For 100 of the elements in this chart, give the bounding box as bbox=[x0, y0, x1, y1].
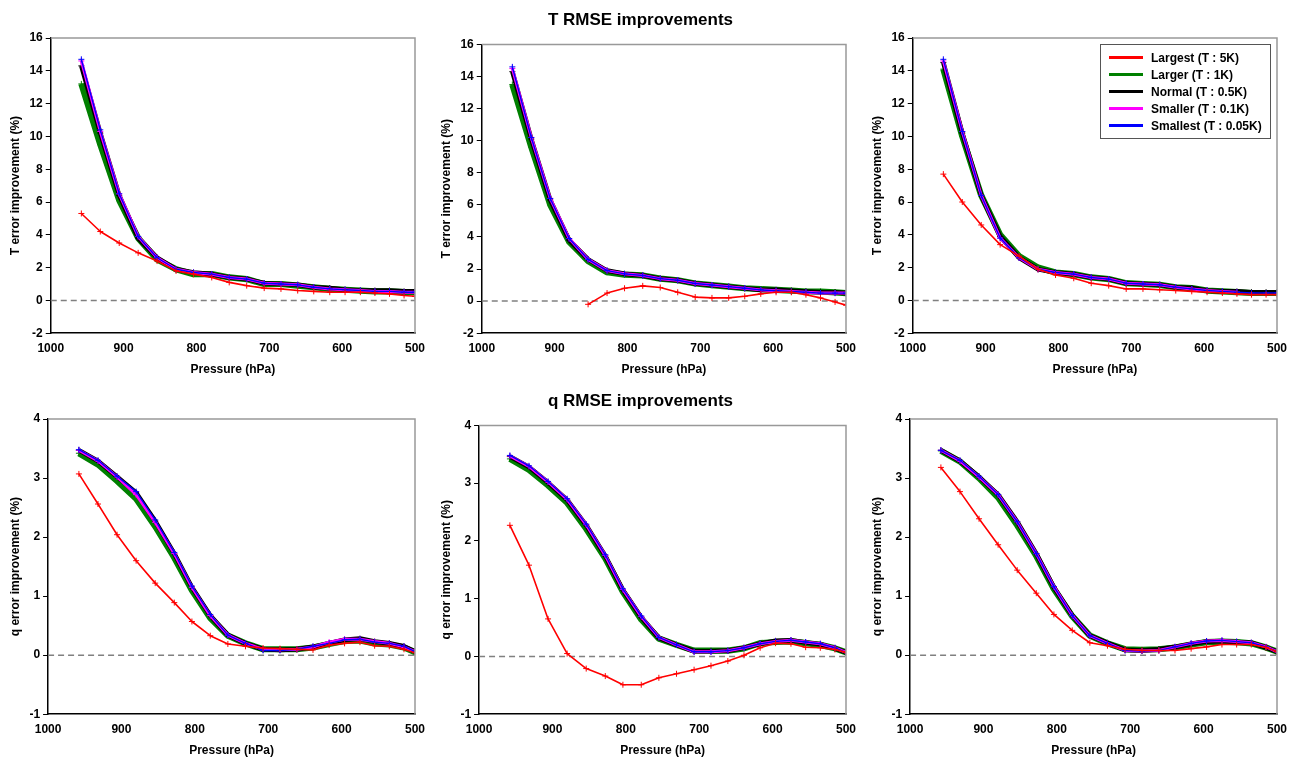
y-tick-label: 4 bbox=[33, 411, 41, 426]
y-tick-label: 3 bbox=[33, 470, 41, 485]
x-tick-label: 1000 bbox=[465, 721, 493, 736]
y-tick-label: 4 bbox=[467, 229, 475, 244]
x-tick-label: 900 bbox=[544, 340, 565, 355]
x-tick-label: 800 bbox=[186, 340, 207, 355]
y-tick-label: 10 bbox=[29, 128, 44, 143]
y-tick-label: 2 bbox=[36, 259, 44, 274]
y-tick-label: 8 bbox=[898, 161, 906, 176]
x-tick-label: 700 bbox=[1120, 721, 1141, 736]
y-tick-label: 8 bbox=[36, 161, 44, 176]
legend-label: Largest (T : 5K) bbox=[1151, 50, 1240, 65]
legend-label: Smallest (T : 0.05K) bbox=[1151, 118, 1262, 133]
x-axis-title: Pressure (hPa) bbox=[620, 743, 705, 758]
x-tick-label: 700 bbox=[258, 721, 279, 736]
y-tick-label: 1 bbox=[895, 588, 903, 603]
y-tick-label: 14 bbox=[891, 63, 906, 78]
x-tick-label: 800 bbox=[615, 721, 637, 736]
x-tick-label: 800 bbox=[1046, 721, 1068, 736]
y-axis-title: T error improvement (%) bbox=[7, 115, 22, 256]
y-tick-label: 16 bbox=[460, 36, 475, 51]
x-tick-label: 800 bbox=[1048, 340, 1069, 355]
y-axis-title: q error improvement (%) bbox=[438, 500, 453, 640]
y-axis-title: q error improvement (%) bbox=[7, 496, 22, 637]
x-tick-label: 1000 bbox=[896, 721, 924, 736]
x-tick-label: 700 bbox=[690, 340, 711, 355]
y-tick-label: 2 bbox=[33, 529, 41, 544]
y-tick-label: 2 bbox=[898, 259, 906, 274]
y-axis-title: T error improvement (%) bbox=[869, 115, 884, 256]
x-tick-label: 900 bbox=[973, 721, 994, 736]
y-tick-label: 14 bbox=[460, 68, 475, 83]
y-tick-label: 2 bbox=[464, 533, 472, 548]
y-tick-label: 0 bbox=[33, 647, 41, 662]
y-tick-label: 12 bbox=[460, 100, 475, 115]
x-tick-label: 1000 bbox=[37, 340, 65, 355]
y-tick-label: 6 bbox=[898, 194, 906, 209]
x-tick-label: 700 bbox=[689, 721, 710, 736]
y-tick-label: 3 bbox=[464, 475, 472, 490]
x-tick-label: 500 bbox=[1266, 721, 1288, 736]
x-tick-label: 700 bbox=[1121, 340, 1142, 355]
x-tick-label: 600 bbox=[331, 721, 352, 736]
y-tick-label: 4 bbox=[895, 411, 903, 426]
y-tick-label: 14 bbox=[29, 63, 44, 78]
x-tick-label: 600 bbox=[762, 721, 783, 736]
x-axis-title: Pressure (hPa) bbox=[1051, 743, 1136, 758]
x-tick-label: 1000 bbox=[34, 721, 62, 736]
y-tick-label: -1 bbox=[891, 706, 903, 721]
x-tick-label: 500 bbox=[404, 340, 426, 355]
x-tick-label: 500 bbox=[1266, 340, 1288, 355]
legend-label: Normal (T : 0.5K) bbox=[1151, 84, 1248, 99]
chart-title: T RMSE improvements bbox=[547, 9, 734, 29]
y-tick-label: 12 bbox=[29, 95, 44, 110]
x-axis-title: Pressure (hPa) bbox=[1052, 362, 1138, 377]
x-tick-label: 600 bbox=[1194, 340, 1215, 355]
y-tick-label: -2 bbox=[32, 325, 44, 340]
y-tick-label: 16 bbox=[891, 30, 906, 45]
y-tick-label: 2 bbox=[467, 261, 475, 276]
x-tick-label: 900 bbox=[111, 721, 132, 736]
x-tick-label: 500 bbox=[835, 721, 857, 736]
y-tick-label: -2 bbox=[463, 325, 475, 340]
y-tick-label: 10 bbox=[891, 128, 906, 143]
x-axis-title: Pressure (hPa) bbox=[189, 743, 274, 758]
x-tick-label: 1000 bbox=[899, 340, 927, 355]
x-axis-title: Pressure (hPa) bbox=[621, 362, 707, 377]
x-tick-label: 900 bbox=[975, 340, 996, 355]
x-tick-label: 800 bbox=[184, 721, 206, 736]
x-tick-label: 1000 bbox=[468, 340, 496, 355]
chart-title: q RMSE improvements bbox=[547, 390, 734, 410]
y-tick-label: 4 bbox=[898, 227, 906, 242]
y-tick-label: -1 bbox=[29, 706, 41, 721]
legend-label: Smaller (T : 0.1K) bbox=[1151, 101, 1250, 116]
y-tick-label: 0 bbox=[898, 292, 906, 307]
y-tick-label: 1 bbox=[33, 588, 41, 603]
y-tick-label: 3 bbox=[895, 470, 903, 485]
y-tick-label: 0 bbox=[464, 648, 472, 663]
y-axis-title: T error improvement (%) bbox=[438, 119, 453, 259]
x-tick-label: 700 bbox=[259, 340, 280, 355]
y-tick-label: 4 bbox=[36, 227, 44, 242]
y-tick-label: 0 bbox=[36, 292, 44, 307]
y-tick-label: 1 bbox=[464, 590, 472, 605]
x-tick-label: 600 bbox=[1193, 721, 1214, 736]
y-tick-label: 0 bbox=[895, 647, 903, 662]
y-tick-label: 12 bbox=[891, 95, 906, 110]
x-tick-label: 800 bbox=[617, 340, 638, 355]
x-tick-label: 500 bbox=[835, 340, 857, 355]
y-tick-label: -2 bbox=[894, 325, 906, 340]
y-tick-label: 2 bbox=[895, 529, 903, 544]
x-tick-label: 600 bbox=[332, 340, 353, 355]
y-axis-title: q error improvement (%) bbox=[869, 496, 884, 637]
x-tick-label: 900 bbox=[113, 340, 134, 355]
y-tick-label: 10 bbox=[460, 132, 475, 147]
y-tick-label: 6 bbox=[36, 194, 44, 209]
y-tick-label: -1 bbox=[460, 706, 472, 721]
y-tick-label: 8 bbox=[467, 165, 475, 180]
x-tick-label: 900 bbox=[542, 721, 563, 736]
y-tick-label: 6 bbox=[467, 197, 475, 212]
legend-label: Larger (T : 1K) bbox=[1151, 67, 1234, 82]
x-tick-label: 500 bbox=[404, 721, 426, 736]
x-axis-title: Pressure (hPa) bbox=[190, 362, 276, 377]
y-tick-label: 0 bbox=[467, 293, 475, 308]
